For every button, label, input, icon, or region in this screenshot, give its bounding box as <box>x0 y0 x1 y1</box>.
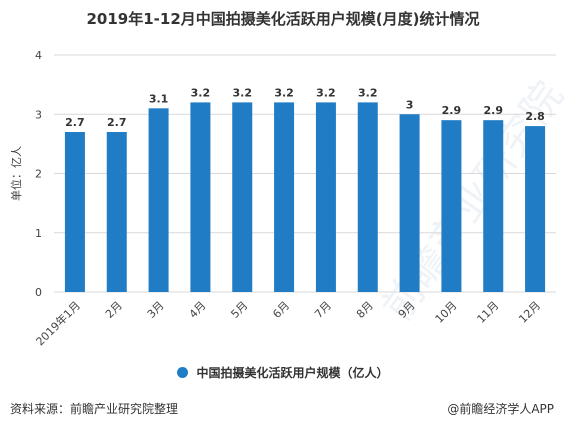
bar <box>441 120 462 292</box>
x-tick-label: 2019年1月 <box>33 298 83 348</box>
x-tick-label: 5月 <box>228 299 250 321</box>
bar-value-label: 3.2 <box>358 86 378 99</box>
legend-label: 中国拍摄美化活跃用户规模（亿人） <box>196 366 389 380</box>
bar-value-label: 3 <box>406 98 414 111</box>
bar <box>274 102 295 293</box>
x-tick-label: 11月 <box>475 299 502 326</box>
bar-value-label: 2.9 <box>442 104 462 117</box>
bar <box>232 102 253 293</box>
brand-credit: @前瞻经济学人APP <box>447 400 554 417</box>
chart-title: 2019年1-12月中国拍摄美化活跃用户规模(月度)统计情况 <box>86 10 480 28</box>
bar-value-label: 3.2 <box>191 86 211 99</box>
bar <box>357 102 378 293</box>
bar-value-label: 3.2 <box>316 86 336 99</box>
legend-marker-icon <box>177 367 189 378</box>
x-tick-label: 9月 <box>396 299 418 321</box>
bar <box>315 102 336 293</box>
bar <box>399 114 420 292</box>
x-tick-label: 4月 <box>187 299 209 321</box>
x-tick-label: 6月 <box>270 299 292 321</box>
source-note: 资料来源：前瞻产业研究院整理 <box>10 402 179 416</box>
y-tick-label: 4 <box>35 49 42 62</box>
bar-value-label: 2.7 <box>107 116 127 129</box>
bar <box>483 120 504 292</box>
bar-value-label: 3.2 <box>233 86 253 99</box>
x-tick-label: 8月 <box>354 299 376 321</box>
y-tick-label: 1 <box>35 227 42 240</box>
bar-value-label: 2.9 <box>484 104 504 117</box>
bar <box>148 108 169 292</box>
bar <box>190 102 211 293</box>
y-tick-label: 0 <box>35 286 42 299</box>
y-axis-title: 单位：亿人 <box>9 146 23 201</box>
bar-value-label: 2.7 <box>65 116 85 129</box>
x-tick-label: 2月 <box>103 299 125 321</box>
bar-value-label: 3.2 <box>274 86 294 99</box>
y-tick-label: 2 <box>35 168 42 181</box>
bar <box>64 132 85 292</box>
bar-chart: 0 1 2 3 4 单位：亿人 2.7 2019年1月 2.7 2月 3.1 3月 3.2 4月 3.2 5月… <box>9 49 556 348</box>
y-tick-label: 3 <box>35 108 42 121</box>
x-tick-label: 10月 <box>433 299 460 326</box>
brand-text: @前瞻经济学人APP <box>447 402 554 416</box>
x-tick-label: 12月 <box>516 299 543 326</box>
x-tick-label: 7月 <box>312 299 334 321</box>
bar <box>525 126 546 292</box>
legend: 中国拍摄美化活跃用户规模（亿人） <box>0 364 566 381</box>
x-tick-label: 3月 <box>145 299 167 321</box>
bar <box>106 132 127 292</box>
bar-value-label: 3.1 <box>149 92 169 105</box>
bar-value-label: 2.8 <box>525 110 545 123</box>
